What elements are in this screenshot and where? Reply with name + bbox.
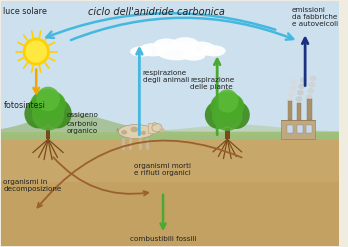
Text: fotosintesi: fotosintesi	[3, 101, 45, 110]
Ellipse shape	[141, 131, 146, 135]
Bar	[46, 127, 50, 139]
Circle shape	[32, 97, 64, 130]
Bar	[1, 132, 339, 135]
Ellipse shape	[152, 124, 162, 132]
Ellipse shape	[297, 90, 304, 95]
Ellipse shape	[130, 46, 152, 57]
Text: respirazione
delle piante: respirazione delle piante	[190, 77, 234, 90]
Circle shape	[43, 99, 72, 128]
Bar	[286, 125, 293, 133]
FancyBboxPatch shape	[148, 124, 157, 134]
Ellipse shape	[182, 51, 205, 61]
Circle shape	[40, 92, 66, 118]
Ellipse shape	[310, 75, 317, 81]
Ellipse shape	[308, 82, 315, 87]
Ellipse shape	[202, 45, 226, 57]
Circle shape	[30, 92, 56, 118]
Circle shape	[23, 38, 49, 65]
Ellipse shape	[172, 37, 199, 51]
Circle shape	[210, 94, 235, 119]
Ellipse shape	[289, 85, 296, 91]
Text: ossigeno: ossigeno	[67, 112, 98, 118]
Ellipse shape	[118, 124, 154, 139]
Text: combustibili fossili: combustibili fossili	[130, 236, 196, 243]
Circle shape	[211, 92, 244, 126]
Text: carbonio
organico: carbonio organico	[67, 121, 98, 134]
Ellipse shape	[306, 94, 313, 100]
Text: organismi in
decomposizione: organismi in decomposizione	[3, 180, 62, 192]
Ellipse shape	[153, 123, 156, 125]
Ellipse shape	[139, 43, 167, 57]
Bar	[307, 99, 311, 120]
Ellipse shape	[130, 127, 138, 132]
Circle shape	[212, 99, 243, 131]
Ellipse shape	[288, 92, 295, 97]
Bar	[1, 1, 339, 139]
Circle shape	[31, 89, 66, 126]
Bar	[1, 132, 339, 139]
Polygon shape	[1, 124, 339, 139]
Circle shape	[220, 94, 244, 119]
Circle shape	[216, 89, 239, 113]
Ellipse shape	[296, 96, 302, 102]
Ellipse shape	[286, 98, 293, 103]
Circle shape	[205, 101, 232, 129]
Bar	[296, 125, 303, 133]
Ellipse shape	[121, 130, 127, 135]
Text: luce solare: luce solare	[3, 7, 47, 16]
Ellipse shape	[185, 41, 215, 56]
Ellipse shape	[156, 43, 197, 60]
Ellipse shape	[300, 77, 307, 83]
Bar	[282, 120, 315, 139]
Bar	[287, 101, 292, 120]
Circle shape	[36, 87, 60, 111]
Bar	[1, 139, 339, 246]
Bar	[296, 103, 301, 120]
Text: respirazione
degli animali: respirazione degli animali	[143, 70, 189, 83]
Circle shape	[24, 99, 53, 128]
Bar	[225, 128, 230, 139]
Text: ciclo dell'anidride carbonica: ciclo dell'anidride carbonica	[88, 7, 225, 17]
Circle shape	[223, 101, 250, 129]
Ellipse shape	[307, 88, 314, 94]
Polygon shape	[1, 113, 339, 139]
Text: emissioni
da fabbriche
e autoveicoli: emissioni da fabbriche e autoveicoli	[292, 7, 338, 27]
Ellipse shape	[298, 83, 305, 89]
Ellipse shape	[159, 128, 165, 132]
Bar	[306, 125, 312, 133]
Bar	[1, 182, 339, 246]
Ellipse shape	[154, 39, 179, 51]
Circle shape	[26, 41, 46, 62]
Text: organismi morti
e rifiuti organici: organismi morti e rifiuti organici	[134, 163, 191, 176]
Ellipse shape	[291, 79, 297, 84]
